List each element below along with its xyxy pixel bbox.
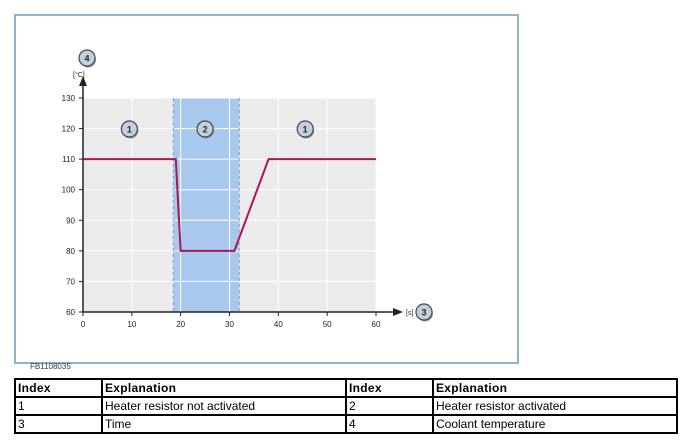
- x-axis-callout-label: 3: [421, 308, 426, 318]
- x-axis-callout-circle: [415, 303, 433, 321]
- x-tick-label: 60: [372, 320, 381, 329]
- table-cell: Heater resistor activated: [432, 396, 678, 416]
- y-axis-unit: [°C]: [73, 71, 85, 79]
- legend-header-row: Index Explanation Index Explanation: [14, 378, 678, 398]
- zone-callout-label: 2: [203, 125, 208, 135]
- x-tick-label: 30: [225, 320, 234, 329]
- header-index-2: Index: [345, 378, 434, 398]
- header-explanation-1: Explanation: [101, 378, 347, 398]
- table-cell: 4: [345, 414, 434, 434]
- x-tick-label: 50: [323, 320, 332, 329]
- table-cell: 1: [14, 396, 103, 416]
- coolant-temperature-series-line: [83, 158, 376, 252]
- y-tick-label: 60: [66, 308, 75, 317]
- x-axis-unit: [s]: [406, 310, 413, 317]
- x-axis-arrow: [393, 308, 403, 316]
- x-tick-label: 0: [81, 320, 86, 329]
- zone-callout-circle: [120, 120, 138, 138]
- table-cell: Time: [101, 414, 347, 434]
- coolant-temperature-chart: 0 10 20 30 40 50 60 60 70 80 90 100 110 120 130 [°C] [s]…: [62, 49, 433, 329]
- table-cell: 2: [345, 396, 434, 416]
- figure-frame: 0 10 20 30 40 50 60 60 70 80 90 100 110 120 130 [°C] [s]…: [14, 14, 519, 371]
- figure-code: FB1108035: [30, 362, 71, 371]
- zone-callout-circle: [296, 120, 314, 138]
- y-tick-label: 90: [66, 216, 75, 225]
- x-tick-label: 20: [176, 320, 185, 329]
- table-row: 1 Heater resistor not activated 2 Heater…: [14, 396, 678, 416]
- table-row: 3 Time 4 Coolant temperature: [14, 414, 678, 434]
- x-tick-label: 10: [127, 320, 136, 329]
- zone-callout-circle: [196, 120, 214, 138]
- y-axis-callout-label: 4: [84, 54, 89, 64]
- legend-table: Index Explanation Index Explanation 1 He…: [14, 378, 678, 434]
- zone-callout-label: 1: [127, 125, 132, 135]
- y-tick-label: 130: [62, 94, 76, 103]
- y-tick-label: 110: [62, 155, 75, 164]
- y-tick-label: 120: [62, 125, 76, 134]
- table-cell: 3: [14, 414, 103, 434]
- header-explanation-2: Explanation: [432, 378, 678, 398]
- table-cell: Heater resistor not activated: [101, 396, 347, 416]
- table-cell: Coolant temperature: [432, 414, 678, 434]
- y-axis-callout-circle: [78, 49, 96, 67]
- y-tick-label: 80: [66, 247, 75, 256]
- y-tick-label: 70: [66, 277, 75, 286]
- header-index-1: Index: [14, 378, 103, 398]
- x-tick-label: 40: [274, 320, 283, 329]
- y-axis-arrow: [79, 76, 87, 86]
- y-tick-label: 100: [62, 186, 76, 195]
- zone-callout-label: 1: [303, 125, 308, 135]
